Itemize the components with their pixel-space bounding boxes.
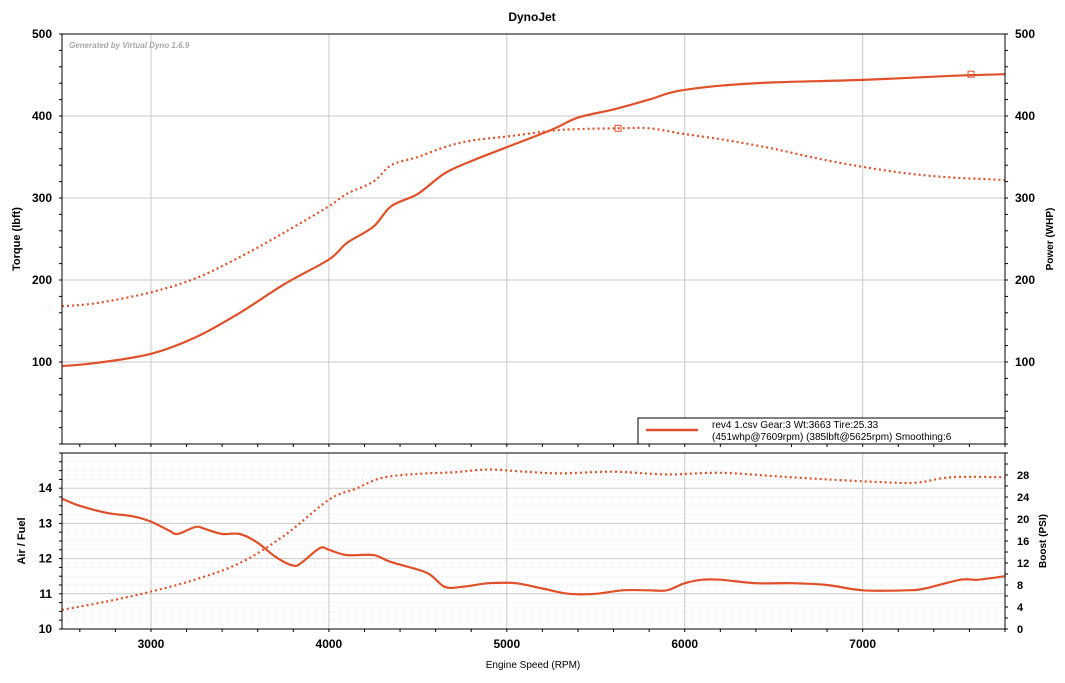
boost-tick-label: 4 (1017, 602, 1024, 614)
boost-tick-label: 20 (1017, 514, 1029, 526)
boost-tick-label: 24 (1017, 492, 1030, 504)
peak-power-marker (967, 70, 975, 78)
afr-tick-label: 14 (39, 481, 53, 495)
torque-tick-label: 100 (32, 355, 52, 369)
afr-tick-label: 12 (39, 552, 53, 566)
legend-line-1: rev4 1.csv Gear:3 Wt:3663 Tire:25.33 (712, 420, 879, 431)
afr-boost-series (61, 468, 1006, 611)
boost-series-line (61, 468, 1006, 611)
peak-torque-marker (614, 124, 622, 132)
chart-title: DynoJet (508, 10, 555, 24)
power-axis-ticks: 100 200 300 400 500 (1015, 27, 1035, 369)
rpm-axis-label: Engine Speed (RPM) (486, 660, 581, 671)
torque-tick-label: 500 (32, 27, 52, 41)
power-tick-label: 100 (1015, 355, 1035, 369)
legend-line-2: (451whp@7609rpm) (385lbft@5625rpm) Smoot… (712, 432, 952, 443)
boost-tick-label: 16 (1017, 536, 1029, 548)
torque-power-plot-frame (61, 33, 1006, 445)
afr-boost-grid (59, 452, 1008, 632)
rpm-tick-label: 4000 (316, 637, 343, 651)
torque-tick-label: 400 (32, 109, 52, 123)
boost-tick-label: 28 (1017, 470, 1029, 482)
afr-tick-label: 10 (39, 622, 53, 636)
boost-tick-label: 8 (1017, 580, 1023, 592)
power-tick-label: 500 (1015, 27, 1035, 41)
rpm-tick-label: 6000 (671, 637, 698, 651)
power-tick-label: 400 (1015, 109, 1035, 123)
afr-axis-ticks: 10 11 12 13 14 (39, 481, 53, 636)
rpm-tick-label: 7000 (849, 637, 876, 651)
torque-axis-label: Torque (lbft) (11, 207, 23, 271)
power-series-line (61, 73, 1006, 368)
torque-tick-label: 300 (32, 191, 52, 205)
boost-tick-label: 0 (1017, 624, 1023, 636)
afr-axis-label: Air / Fuel (16, 517, 28, 564)
torque-series-line (61, 126, 1006, 308)
torque-tick-label: 200 (32, 273, 52, 287)
torque-axis-ticks: 100 200 300 400 500 (32, 27, 52, 369)
boost-axis-label: Boost (PSI) (1038, 514, 1049, 568)
legend-box (637, 417, 1006, 445)
power-axis-label: Power (WHP) (1045, 208, 1056, 271)
boost-axis-ticks: 0 4 8 12 16 20 24 28 (1017, 470, 1030, 636)
afr-series-line (61, 497, 1006, 596)
afr-tick-label: 13 (39, 516, 53, 530)
torque-power-grid (59, 33, 1008, 447)
afr-boost-plot-frame (61, 452, 1006, 630)
power-tick-label: 300 (1015, 191, 1035, 205)
rpm-axis-ticks: 3000 4000 5000 6000 7000 (138, 637, 877, 651)
watermark-text: Generated by Virtual Dyno 1.6.9 (69, 41, 190, 50)
rpm-tick-label: 3000 (138, 637, 165, 651)
legend: rev4 1.csv Gear:3 Wt:3663 Tire:25.33 (45… (637, 417, 1006, 445)
torque-power-series (61, 70, 1006, 368)
rpm-tick-label: 5000 (493, 637, 520, 651)
boost-tick-label: 12 (1017, 558, 1029, 570)
afr-tick-label: 11 (39, 587, 52, 601)
power-tick-label: 200 (1015, 273, 1035, 287)
